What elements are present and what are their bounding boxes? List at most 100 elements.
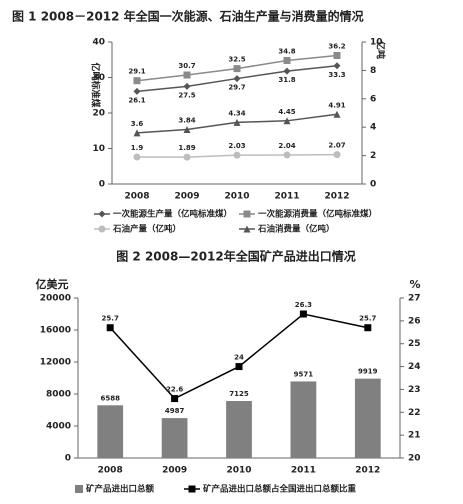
y-tick-label: 10 bbox=[92, 144, 105, 154]
marker bbox=[133, 77, 141, 85]
y2-tick-label: 26 bbox=[408, 316, 421, 326]
y-tick-label: 20 bbox=[92, 109, 105, 119]
legend-label: 矿产品进出口总额占全国进出口总额比重 bbox=[203, 484, 357, 495]
y2-tick-label: 25 bbox=[408, 339, 421, 349]
data-label: 25.7 bbox=[102, 315, 119, 323]
y2-tick-label: 8 bbox=[370, 66, 376, 76]
data-label: 4987 bbox=[165, 407, 185, 415]
y2-tick-label: 0 bbox=[370, 180, 376, 190]
x-tick-label: 2010 bbox=[224, 192, 249, 202]
bar bbox=[226, 401, 252, 458]
data-label: 2.07 bbox=[328, 142, 345, 150]
y2-tick-label: 24 bbox=[408, 362, 421, 372]
legend-label: 石油消费量（亿吨） bbox=[257, 224, 335, 235]
y2-tick-label: 2 bbox=[370, 151, 376, 161]
y-tick-label: 0 bbox=[65, 454, 71, 464]
y2-axis-label: % bbox=[409, 278, 420, 291]
y-tick-label: 12000 bbox=[40, 358, 71, 368]
legend-label: 一次能源生产量（亿吨标准煤） bbox=[113, 209, 232, 220]
data-label: 26.1 bbox=[128, 96, 145, 104]
marker bbox=[233, 65, 241, 73]
legend-marker bbox=[243, 225, 251, 233]
legend-marker bbox=[98, 210, 106, 218]
y-tick-label: 20000 bbox=[40, 294, 71, 304]
marker bbox=[364, 324, 372, 332]
chart-title: 图 1 2008－2012 年全国一次能源、石油生产量与消费量的情况 bbox=[12, 9, 364, 24]
data-label: 4.45 bbox=[278, 108, 295, 116]
marker bbox=[106, 324, 114, 332]
bar bbox=[97, 405, 124, 458]
y-tick-label: 4000 bbox=[46, 422, 71, 432]
data-label: 30.7 bbox=[178, 62, 195, 70]
data-label: 27.5 bbox=[178, 91, 195, 99]
marker bbox=[333, 62, 341, 70]
data-label: 24 bbox=[234, 354, 244, 362]
data-label: 22.6 bbox=[166, 386, 183, 394]
y2-tick-label: 20 bbox=[408, 454, 421, 464]
data-label: 9571 bbox=[294, 370, 314, 378]
x-tick-label: 2009 bbox=[174, 192, 199, 202]
legend-label: 矿产品进出口总额 bbox=[86, 484, 155, 495]
marker bbox=[133, 87, 141, 95]
data-label: 31.8 bbox=[278, 76, 295, 84]
y-axis-label: 亿美元 bbox=[36, 277, 69, 291]
marker bbox=[283, 151, 291, 159]
y-tick-label: 8000 bbox=[46, 390, 71, 400]
data-label: 26.3 bbox=[295, 301, 312, 309]
marker bbox=[283, 67, 291, 75]
marker bbox=[333, 151, 341, 159]
marker bbox=[283, 117, 291, 125]
marker bbox=[183, 125, 191, 133]
data-label: 25.7 bbox=[359, 315, 376, 323]
marker bbox=[299, 310, 307, 318]
bar bbox=[161, 418, 188, 458]
y2-tick-label: 23 bbox=[408, 385, 421, 395]
x-tick-label: 2009 bbox=[162, 466, 187, 476]
data-label: 4.34 bbox=[228, 109, 245, 117]
bar bbox=[290, 381, 317, 458]
data-label: 32.5 bbox=[228, 56, 245, 64]
marker bbox=[233, 118, 241, 126]
x-tick-label: 2008 bbox=[98, 466, 123, 476]
marker bbox=[183, 71, 191, 79]
data-label: 2.03 bbox=[228, 142, 245, 150]
data-label: 36.2 bbox=[328, 42, 345, 50]
legend-swatch bbox=[75, 485, 83, 493]
data-label: 9919 bbox=[358, 368, 378, 376]
x-tick-label: 2010 bbox=[226, 466, 251, 476]
legend-marker bbox=[243, 210, 251, 218]
data-label: 2.04 bbox=[278, 142, 295, 150]
x-tick-label: 2011 bbox=[274, 192, 299, 202]
marker bbox=[183, 153, 191, 161]
marker bbox=[233, 151, 241, 159]
legend-label: 石油产量（亿吨） bbox=[112, 224, 181, 235]
y-tick-label: 30 bbox=[92, 73, 105, 83]
y-tick-label: 40 bbox=[92, 38, 105, 48]
legend-marker bbox=[188, 485, 196, 493]
y-tick-label: 0 bbox=[99, 180, 105, 190]
y-axis-label: 亿吨标准煤 bbox=[90, 62, 102, 107]
data-label: 29.1 bbox=[128, 68, 145, 76]
x-tick-label: 2008 bbox=[124, 192, 149, 202]
legend-marker bbox=[98, 225, 106, 233]
marker bbox=[233, 75, 241, 83]
data-label: 3.84 bbox=[178, 116, 195, 124]
data-label: 29.7 bbox=[228, 84, 245, 92]
marker bbox=[133, 129, 141, 137]
y2-tick-label: 21 bbox=[408, 431, 421, 441]
x-tick-label: 2012 bbox=[324, 192, 349, 202]
data-label: 33.3 bbox=[328, 71, 345, 79]
data-label: 6588 bbox=[100, 394, 120, 402]
chart-title: 图 2 2008—2012年全国矿产品进出口情况 bbox=[116, 249, 356, 264]
marker bbox=[171, 395, 179, 403]
y2-tick-label: 10 bbox=[370, 38, 383, 48]
bar bbox=[354, 378, 381, 458]
data-label: 1.9 bbox=[131, 144, 144, 152]
marker bbox=[333, 110, 341, 118]
marker bbox=[333, 51, 341, 59]
x-tick-label: 2012 bbox=[355, 466, 380, 476]
marker bbox=[283, 56, 291, 64]
marker bbox=[235, 363, 243, 371]
y2-tick-label: 22 bbox=[408, 408, 421, 418]
